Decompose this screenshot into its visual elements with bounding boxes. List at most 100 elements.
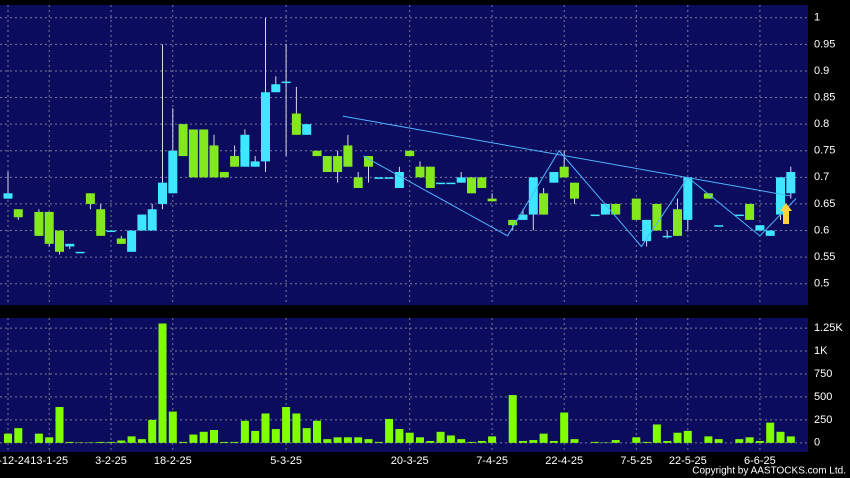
candle-body [590, 214, 600, 217]
x-tick-label: 7-5-25 [620, 455, 652, 467]
candle-body [755, 225, 765, 231]
volume-bar [405, 432, 414, 443]
volume-bar [210, 429, 218, 443]
candle-body [415, 166, 425, 178]
volume-bar [652, 424, 661, 443]
x-tick-label: 22-5-25 [669, 455, 707, 467]
volume-bar [766, 422, 775, 443]
volume-bar [230, 441, 239, 443]
volume-bar [117, 440, 126, 443]
volume-bar [261, 413, 270, 443]
volume-bar [323, 439, 332, 443]
volume-bar [426, 440, 435, 443]
volume-bar [385, 418, 394, 443]
y-tick-label: 0.7 [814, 171, 829, 183]
candle-body [765, 230, 775, 236]
y-tick-label: 0.5 [814, 278, 829, 290]
y-tick-label: 0 [814, 437, 820, 449]
candle-body [549, 172, 559, 183]
candle-body [611, 203, 621, 215]
volume-bar [560, 412, 569, 443]
candle-body [312, 150, 322, 157]
candle-body [127, 230, 137, 252]
candle-body [518, 214, 528, 220]
volume-bar [271, 429, 280, 443]
candle-body [106, 230, 116, 233]
candle-body [96, 209, 106, 236]
volume-bar [488, 436, 497, 443]
candle-body [394, 172, 404, 188]
volume-bar [199, 431, 208, 443]
volume-bar [436, 431, 445, 443]
volume-bar [189, 434, 198, 443]
candle-body [116, 238, 126, 244]
volume-bar [127, 436, 136, 443]
volume-bar [632, 437, 641, 443]
candle-body [384, 177, 394, 179]
candle-body [539, 193, 549, 215]
candle-body [3, 193, 13, 199]
copyright: Copyright by AASTOCKS.com Ltd. [692, 466, 846, 477]
candle-body [75, 251, 85, 254]
candle-body [570, 182, 579, 199]
volume-bar [519, 440, 527, 443]
volume-bar [282, 407, 291, 443]
volume-bar [549, 440, 558, 443]
volume-bar [240, 420, 249, 443]
y-tick-label: 250 [814, 414, 832, 426]
volume-bar [508, 395, 517, 443]
x-tick-label: 20-3-25 [391, 455, 429, 467]
up-arrow [780, 203, 792, 224]
volume-bar [714, 439, 723, 443]
candle-body [188, 129, 198, 178]
y-tick-label: 0.8 [814, 118, 829, 130]
volume-bar [107, 441, 115, 443]
volume-bar [220, 441, 229, 443]
y-tick-label: 1K [814, 345, 828, 357]
volume-bar [642, 441, 651, 443]
candle-body [436, 182, 446, 185]
volume-bar [251, 430, 260, 443]
candle-body [281, 81, 291, 84]
volume-bar [745, 437, 754, 443]
y-tick-label: 0.75 [814, 145, 835, 157]
candle-body [147, 209, 157, 231]
volume-bar [55, 407, 64, 443]
y-tick-label: 1 [814, 12, 820, 24]
volume-bar [343, 437, 352, 443]
candle-body [55, 230, 64, 252]
volume-bar [34, 433, 43, 443]
candle-body [446, 182, 456, 185]
candle-body [199, 129, 209, 178]
trend-line [363, 149, 797, 248]
candle-body [178, 124, 188, 157]
candle-body [734, 214, 744, 217]
volume-bar [457, 439, 466, 443]
x-tick-label: 30-12-24 [0, 455, 30, 467]
volume-panel [0, 318, 808, 452]
candle-body [467, 177, 476, 194]
candle-body [65, 243, 75, 247]
candle-body [137, 214, 147, 231]
price-panel [0, 5, 808, 305]
candle-body [683, 177, 693, 220]
candle-body [652, 203, 662, 231]
candle-body [786, 172, 796, 194]
volume-bar [168, 411, 177, 443]
candle-body [209, 145, 219, 178]
candle-body [13, 209, 23, 218]
candle-body [487, 198, 497, 202]
volume-bar [570, 439, 579, 443]
candle-body [230, 156, 240, 167]
y-tick-label: 0.95 [814, 38, 835, 50]
candle-body [353, 177, 363, 188]
volume-bar [611, 440, 620, 443]
candle-body [456, 177, 466, 183]
volume-bar [14, 428, 23, 443]
candle-body [374, 177, 384, 179]
candle-body [405, 150, 415, 157]
candle-body [219, 172, 229, 178]
x-tick-label: 7-4-25 [476, 455, 508, 467]
volume-bar [467, 441, 476, 443]
